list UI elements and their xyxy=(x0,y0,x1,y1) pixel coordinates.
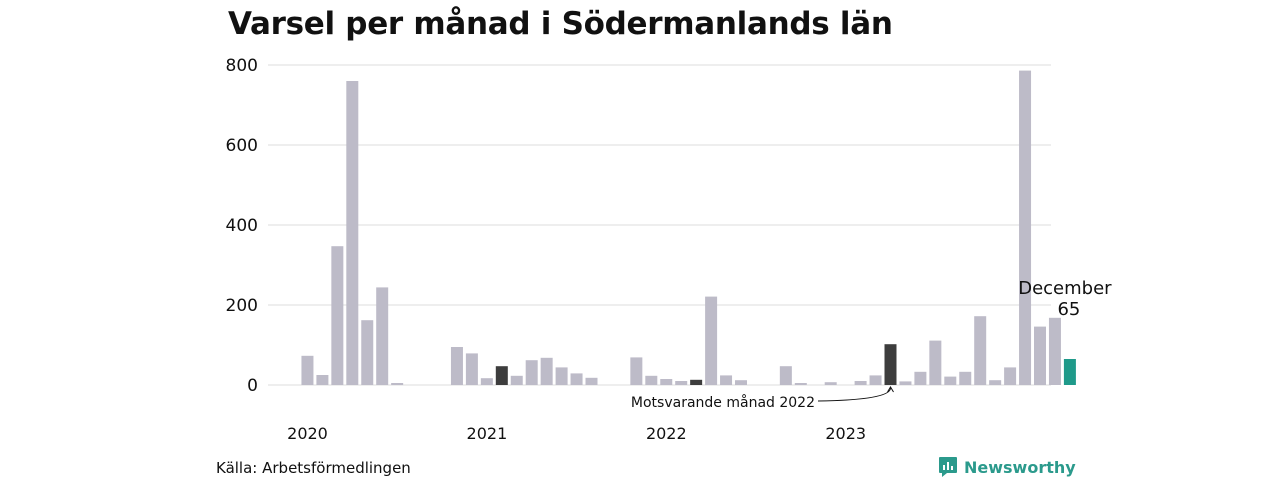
bar xyxy=(525,360,538,385)
bar xyxy=(974,316,987,385)
bar xyxy=(346,81,359,385)
bar xyxy=(316,375,329,385)
brand-name: Newsworthy xyxy=(964,457,1076,477)
bar xyxy=(585,377,598,385)
bar xyxy=(899,381,912,385)
bar xyxy=(735,380,747,385)
bar xyxy=(361,320,374,385)
bar xyxy=(301,355,314,385)
bar xyxy=(480,378,493,385)
bar xyxy=(645,375,658,385)
y-tick-label: 200 xyxy=(226,296,258,316)
comparison-month-label: Motsvarande månad 2022 xyxy=(631,394,815,411)
y-tick-label: 800 xyxy=(226,56,258,76)
comparison-arrowhead xyxy=(887,386,894,393)
year-label: 2023 xyxy=(825,424,866,443)
bar xyxy=(450,347,463,385)
bar xyxy=(705,296,718,385)
bar xyxy=(824,382,837,385)
bar xyxy=(794,383,807,385)
bar xyxy=(1004,367,1017,385)
bars xyxy=(301,70,1076,385)
y-tick-label: 600 xyxy=(226,136,258,156)
bar xyxy=(570,373,583,385)
bar xyxy=(630,357,643,385)
bar xyxy=(331,246,344,385)
bar xyxy=(720,375,733,385)
brand-logo[interactable]: Newsworthy xyxy=(938,456,1076,478)
year-label: 2020 xyxy=(287,424,328,443)
newsworthy-logo-icon xyxy=(939,457,957,477)
bar xyxy=(391,383,404,385)
annotations: December 65 Motsvarande månad 2022 xyxy=(631,278,1112,411)
bar xyxy=(779,366,792,385)
source-note: Källa: Arbetsförmedlingen xyxy=(216,459,411,477)
bar xyxy=(465,353,478,385)
bar xyxy=(944,376,957,385)
bar xyxy=(1048,317,1061,385)
bar xyxy=(959,371,972,385)
y-tick-label: 400 xyxy=(226,216,258,236)
y-tick-label: 0 xyxy=(247,376,258,396)
bar xyxy=(376,287,389,385)
bar xyxy=(989,380,1002,385)
bar xyxy=(660,379,673,385)
bar xyxy=(854,381,867,385)
bar xyxy=(1034,326,1046,385)
bar xyxy=(929,340,942,385)
year-label: 2022 xyxy=(646,424,687,443)
bar xyxy=(884,344,897,385)
x-axis-year-labels: 2020 2021 2022 2023 xyxy=(287,424,866,443)
comparison-arrow xyxy=(817,387,891,402)
current-month-label: December xyxy=(1018,278,1112,299)
bar xyxy=(869,375,882,385)
bar xyxy=(675,381,688,385)
bar xyxy=(510,375,523,385)
bar xyxy=(1019,70,1032,385)
year-label: 2021 xyxy=(467,424,508,443)
bar xyxy=(495,366,508,385)
bar xyxy=(555,367,568,385)
current-value-label: 65 xyxy=(1057,299,1080,320)
bar xyxy=(914,371,927,385)
bar xyxy=(1063,359,1076,385)
y-axis-tick-labels: 0 200 400 600 800 xyxy=(226,56,258,396)
bar xyxy=(690,379,703,385)
chart-title: Varsel per månad i Södermanlands län xyxy=(228,6,893,42)
bar xyxy=(540,357,553,385)
